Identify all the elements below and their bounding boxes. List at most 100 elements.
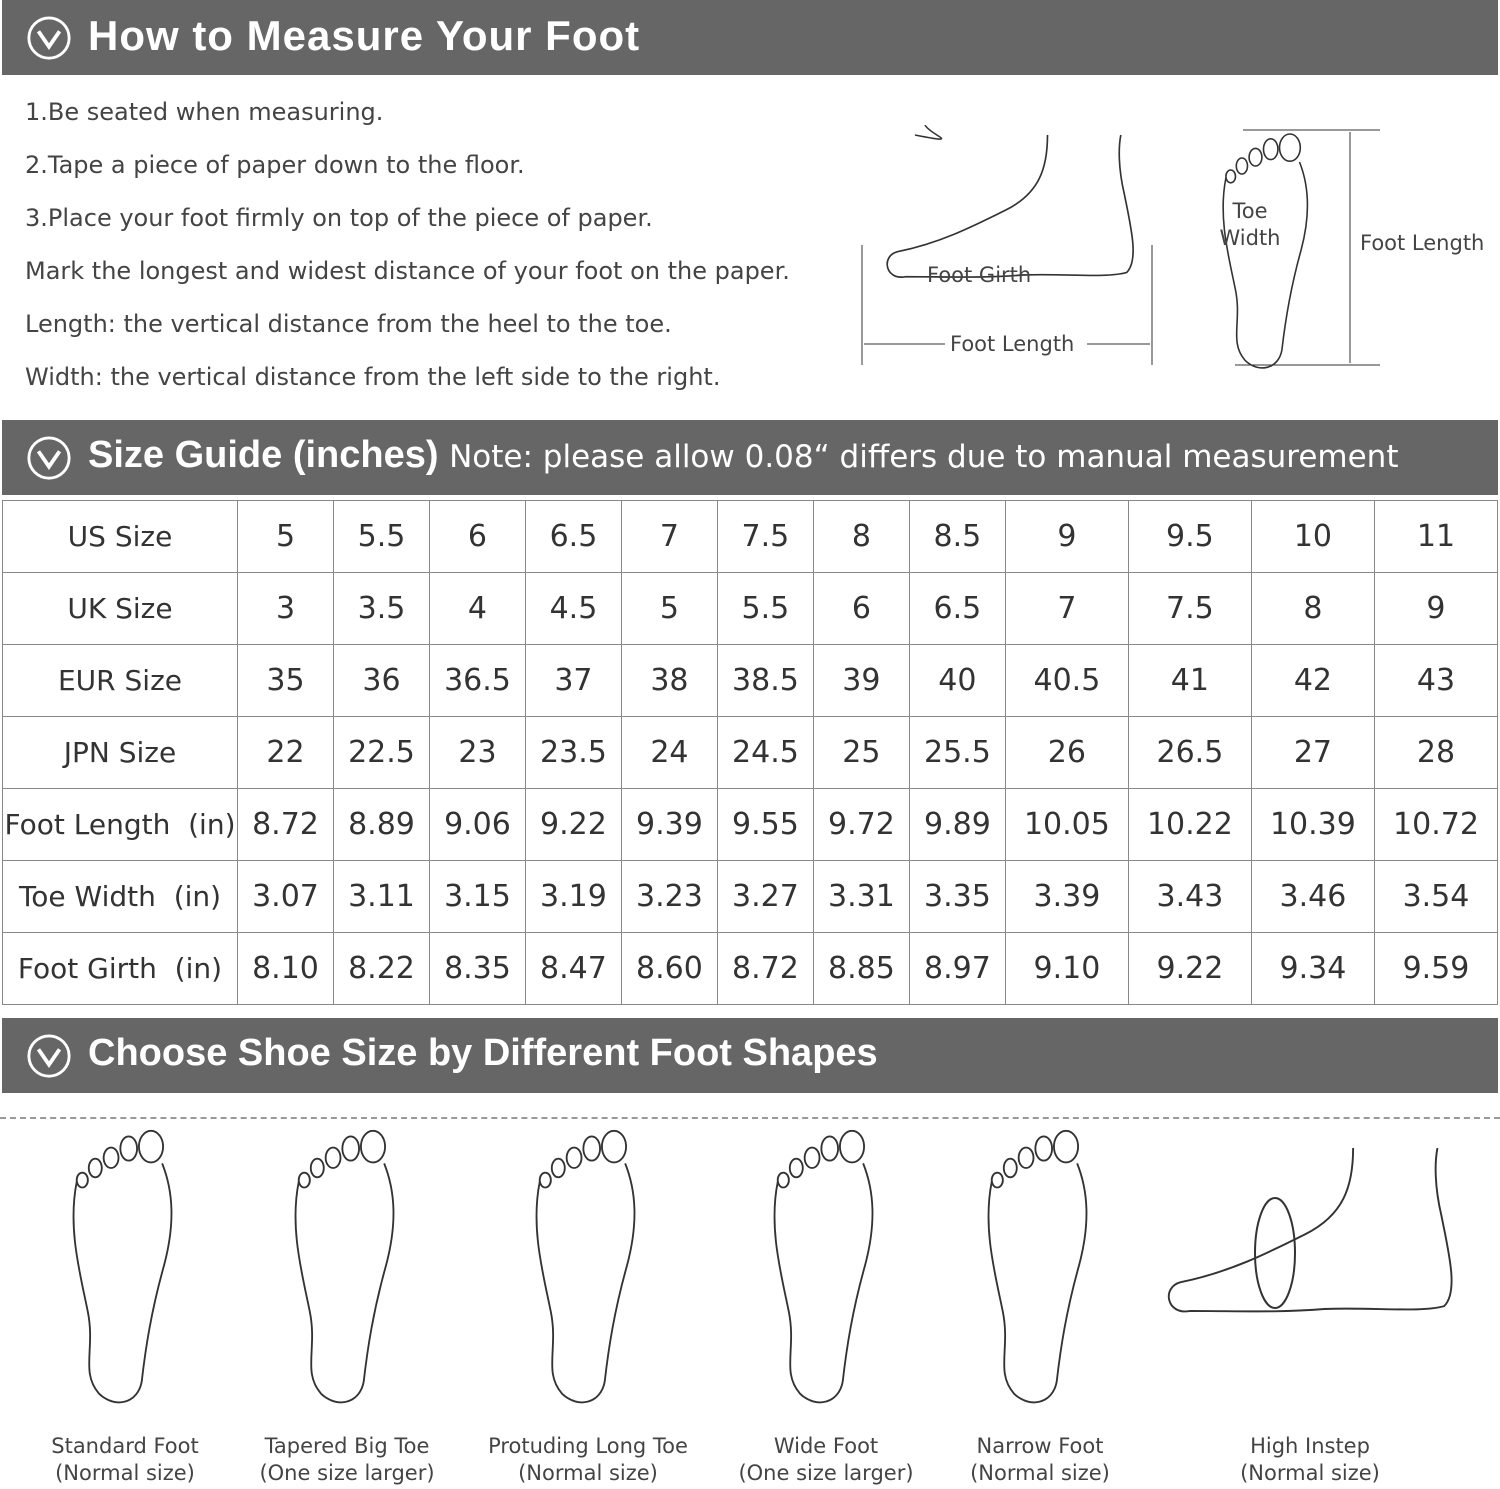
cell: 22.5 <box>332 716 430 789</box>
cell: 3.27 <box>716 860 814 933</box>
table-row: EUR Size 35 36 36.5 37 38 38.5 39 40 40.5 41 42 43 <box>2 644 1499 717</box>
row-label: Foot Length (in) <box>2 788 238 861</box>
chevron-icon <box>26 1033 72 1079</box>
table-row: US Size 5 5.5 6 6.5 7 7.5 8 8.5 9 9.5 10 11 <box>2 500 1499 573</box>
foot-outline <box>987 1129 1088 1404</box>
cell: 3.5 <box>332 572 430 645</box>
chevron-icon <box>26 435 72 481</box>
section-bar: How to Measure Your Foot <box>2 0 1498 75</box>
cell: 5.5 <box>716 572 814 645</box>
cell: 4 <box>428 572 526 645</box>
caption: Narrow Foot (Normal size) <box>910 1433 1170 1487</box>
cell: 3.19 <box>524 860 622 933</box>
cell: 9.34 <box>1250 932 1375 1005</box>
cell: 39 <box>812 644 910 717</box>
row-label: Foot Girth (in) <box>2 932 238 1005</box>
cell: 8 <box>1250 572 1375 645</box>
caption: Standard Foot (Normal size) <box>0 1433 255 1487</box>
cell: 5 <box>237 500 334 573</box>
cell: 9 <box>1004 500 1129 573</box>
instep-ring <box>1254 1197 1296 1309</box>
cell: 40.5 <box>1004 644 1129 717</box>
section-bar: Choose Shoe Size by Different Foot Shape… <box>2 1018 1498 1093</box>
cell: 22 <box>237 716 334 789</box>
cell: 3.39 <box>1004 860 1129 933</box>
cell: 3.11 <box>332 860 430 933</box>
title-text: Size Guide (inches) <box>88 434 439 476</box>
cell: 9.59 <box>1373 932 1499 1005</box>
cell: 37 <box>524 644 622 717</box>
cell: 7 <box>620 500 718 573</box>
girth-loop <box>914 125 943 140</box>
foot-name: Standard Foot <box>51 1434 199 1458</box>
cell: 24.5 <box>716 716 814 789</box>
cell: 8.22 <box>332 932 430 1005</box>
foot-name: Narrow Foot <box>976 1434 1104 1458</box>
table-row: UK Size 3 3.5 4 4.5 5 5.5 6 6.5 7 7.5 8 9 <box>2 572 1499 645</box>
cell: 9.10 <box>1004 932 1129 1005</box>
size-note: (Normal size) <box>1240 1461 1380 1485</box>
foot-outline <box>1167 1148 1453 1313</box>
table-row: JPN Size 22 22.5 23 23.5 24 24.5 25 25.5 26 26.5 27… <box>2 716 1499 789</box>
toe-width-label: Toe <box>1231 199 1267 223</box>
cell: 6 <box>812 572 910 645</box>
cell: 9.22 <box>524 788 622 861</box>
cell: 26.5 <box>1127 716 1252 789</box>
cell: 35 <box>237 644 334 717</box>
size-note: (Normal size) <box>970 1461 1110 1485</box>
cell: 3.07 <box>237 860 334 933</box>
cell: 3.23 <box>620 860 718 933</box>
size-note: (One size larger) <box>259 1461 435 1485</box>
cell: 6.5 <box>908 572 1006 645</box>
cell: 38.5 <box>716 644 814 717</box>
cell: 42 <box>1250 644 1375 717</box>
cell: 28 <box>1373 716 1499 789</box>
length-label: Foot Length <box>1360 231 1484 255</box>
cell: 9.22 <box>1127 932 1252 1005</box>
cell: 9.89 <box>908 788 1006 861</box>
foot-name: High Instep <box>1250 1434 1370 1458</box>
size-note: (Normal size) <box>518 1461 658 1485</box>
cell: 9 <box>1373 572 1499 645</box>
cell: 9.55 <box>716 788 814 861</box>
note: Note: please allow 0.08“ differs due to … <box>449 439 1399 475</box>
step: 3.Place your foot firmly on top of the p… <box>25 204 653 232</box>
cell: 5.5 <box>332 500 430 573</box>
row-label: Toe Width (in) <box>2 860 238 933</box>
row-label: UK Size <box>2 572 238 645</box>
chevron-icon <box>26 15 72 61</box>
foot-outline <box>535 1129 636 1404</box>
cell: 23.5 <box>524 716 622 789</box>
measure-diagram: Foot Girth Foot Length Toe Width Foot Le… <box>861 125 1484 369</box>
cell: 26 <box>1004 716 1129 789</box>
cell: 8.5 <box>908 500 1006 573</box>
cell: 8.10 <box>237 932 334 1005</box>
foot-outline <box>773 1129 874 1404</box>
cell: 10.22 <box>1127 788 1252 861</box>
foot-name: Wide Foot <box>773 1434 879 1458</box>
cell: 27 <box>1250 716 1375 789</box>
cell: 43 <box>1373 644 1499 717</box>
length-label: Foot Length <box>950 332 1074 356</box>
cell: 38 <box>620 644 718 717</box>
cell: 3 <box>237 572 334 645</box>
girth-label: Foot Girth <box>927 263 1031 287</box>
size-table: US Size 5 5.5 6 6.5 7 7.5 8 8.5 9 9.5 10 11 UK Size 3 3… <box>2 500 1499 1005</box>
row-label: JPN Size <box>2 716 238 789</box>
section-title: Choose Shoe Size by Different Foot Shape… <box>88 1032 878 1074</box>
cell: 36 <box>332 644 430 717</box>
caption: High Instep (Normal size) <box>1180 1433 1440 1487</box>
cell: 9.5 <box>1127 500 1252 573</box>
cell: 8.35 <box>428 932 526 1005</box>
cell: 8.72 <box>716 932 814 1005</box>
cell: 9.06 <box>428 788 526 861</box>
divider <box>0 1117 1500 1119</box>
cell: 8.47 <box>524 932 622 1005</box>
cell: 8.72 <box>237 788 334 861</box>
table-row: Toe Width (in) 3.07 3.11 3.15 3.19 3.23 3.27 3.… <box>2 860 1499 933</box>
step: 1.Be seated when measuring. <box>25 98 384 126</box>
cell: 41 <box>1127 644 1252 717</box>
cell: 3.15 <box>428 860 526 933</box>
cell: 8.85 <box>812 932 910 1005</box>
cell: 7.5 <box>716 500 814 573</box>
